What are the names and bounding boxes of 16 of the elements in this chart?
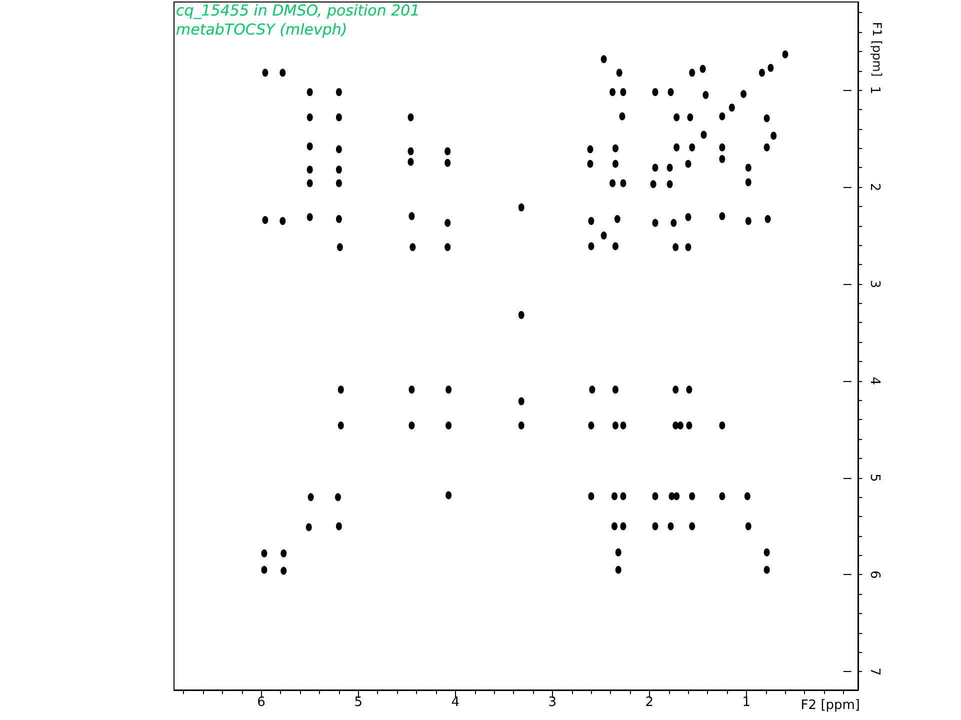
x-tick-label: 2 (645, 695, 654, 710)
text: metabTOCSY (mlevph) (176, 20, 348, 38)
y-tick-label: 1 (867, 86, 882, 94)
x-tick-label: 3 (548, 695, 557, 710)
y-tick-label: 6 (867, 570, 882, 579)
x-tick-label: 4 (451, 695, 460, 710)
x-tick-label: 5 (354, 695, 362, 710)
y-tick-label: 4 (867, 376, 882, 386)
y-tick-label: 5 (867, 474, 882, 482)
x-axis-title: F2 [ppm] (800, 698, 860, 713)
y-tick-label: 2 (867, 182, 882, 192)
x-tick-label: 6 (257, 695, 266, 710)
y-axis-title: F1 [ppm] (870, 22, 884, 77)
chart-title: cq_15455 in DMSO, position 201 (176, 2, 420, 20)
y-tick-label: 3 (867, 280, 882, 288)
y-tick-label: 7 (867, 667, 882, 676)
